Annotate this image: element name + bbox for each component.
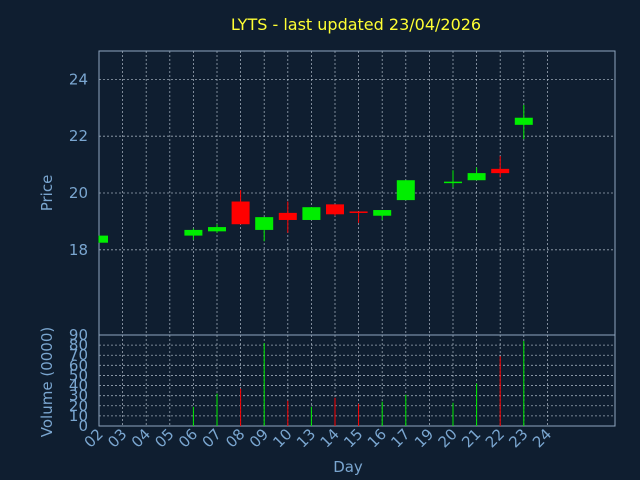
volume-tick-label: 30 <box>69 387 88 405</box>
price-tick-label: 24 <box>69 70 88 88</box>
x-tick-label: 06 <box>175 425 201 451</box>
price-tick-label: 20 <box>69 184 88 202</box>
x-tick-label: 13 <box>293 425 319 451</box>
volume-tick-label: 10 <box>69 407 88 425</box>
candle-body <box>99 235 108 243</box>
price-grid <box>99 51 615 335</box>
volume-tick-label: 50 <box>69 366 88 384</box>
volume-tick-label: 70 <box>69 346 88 364</box>
candle-body <box>184 229 203 236</box>
candle-body <box>467 173 486 181</box>
volume-tick-label: 80 <box>69 336 88 354</box>
candle-body <box>349 211 368 213</box>
candle-body <box>255 217 274 230</box>
volume-bars <box>192 341 525 426</box>
volume-axis-label: Volume (0000) <box>38 327 56 437</box>
candle-body <box>373 210 392 216</box>
price-y-axis-ticks: 18 20 22 24 <box>69 70 88 258</box>
x-tick-label: 09 <box>246 425 272 451</box>
x-tick-label: 15 <box>340 425 366 451</box>
x-tick-label: 23 <box>505 425 531 451</box>
x-tick-label: 08 <box>222 425 248 451</box>
candle-body <box>514 117 533 125</box>
x-tick-label: 20 <box>435 425 461 451</box>
candle-body <box>491 168 510 174</box>
volume-tick-label: 40 <box>69 377 88 395</box>
volume-tick-label: 0 <box>78 417 88 435</box>
x-tick-label: 21 <box>458 425 484 451</box>
x-axis-label: Day <box>333 458 363 476</box>
x-tick-label: 03 <box>104 425 130 451</box>
candle-body <box>444 181 462 184</box>
price-tick-label: 18 <box>69 241 88 259</box>
x-tick-label: 04 <box>128 425 154 451</box>
x-tick-label: 05 <box>151 425 177 451</box>
volume-tick-label: 90 <box>69 326 88 344</box>
x-tick-label: 10 <box>269 425 295 451</box>
x-tick-label: 16 <box>364 425 390 451</box>
x-tick-label: 19 <box>411 425 437 451</box>
candle-body <box>278 212 297 220</box>
candle-body <box>208 227 226 232</box>
x-tick-label: 14 <box>317 425 343 451</box>
candle-body <box>231 201 250 225</box>
volume-panel-frame <box>98 334 616 427</box>
chart-title: LYTS - last updated 23/04/2026 <box>231 15 481 34</box>
candle-body <box>396 180 415 201</box>
x-tick-label: 07 <box>199 425 225 451</box>
volume-tick-label: 60 <box>69 356 88 374</box>
x-tick-label: 22 <box>482 425 508 451</box>
candle-body <box>302 207 321 220</box>
candles <box>98 104 533 243</box>
x-tick-label: 24 <box>529 425 555 451</box>
price-axis-label: Price <box>38 175 56 212</box>
candle-body <box>326 204 344 215</box>
volume-grid <box>99 335 615 426</box>
volume-tick-label: 20 <box>69 397 88 415</box>
x-tick-label: 17 <box>387 425 413 451</box>
price-tick-label: 22 <box>69 127 88 145</box>
